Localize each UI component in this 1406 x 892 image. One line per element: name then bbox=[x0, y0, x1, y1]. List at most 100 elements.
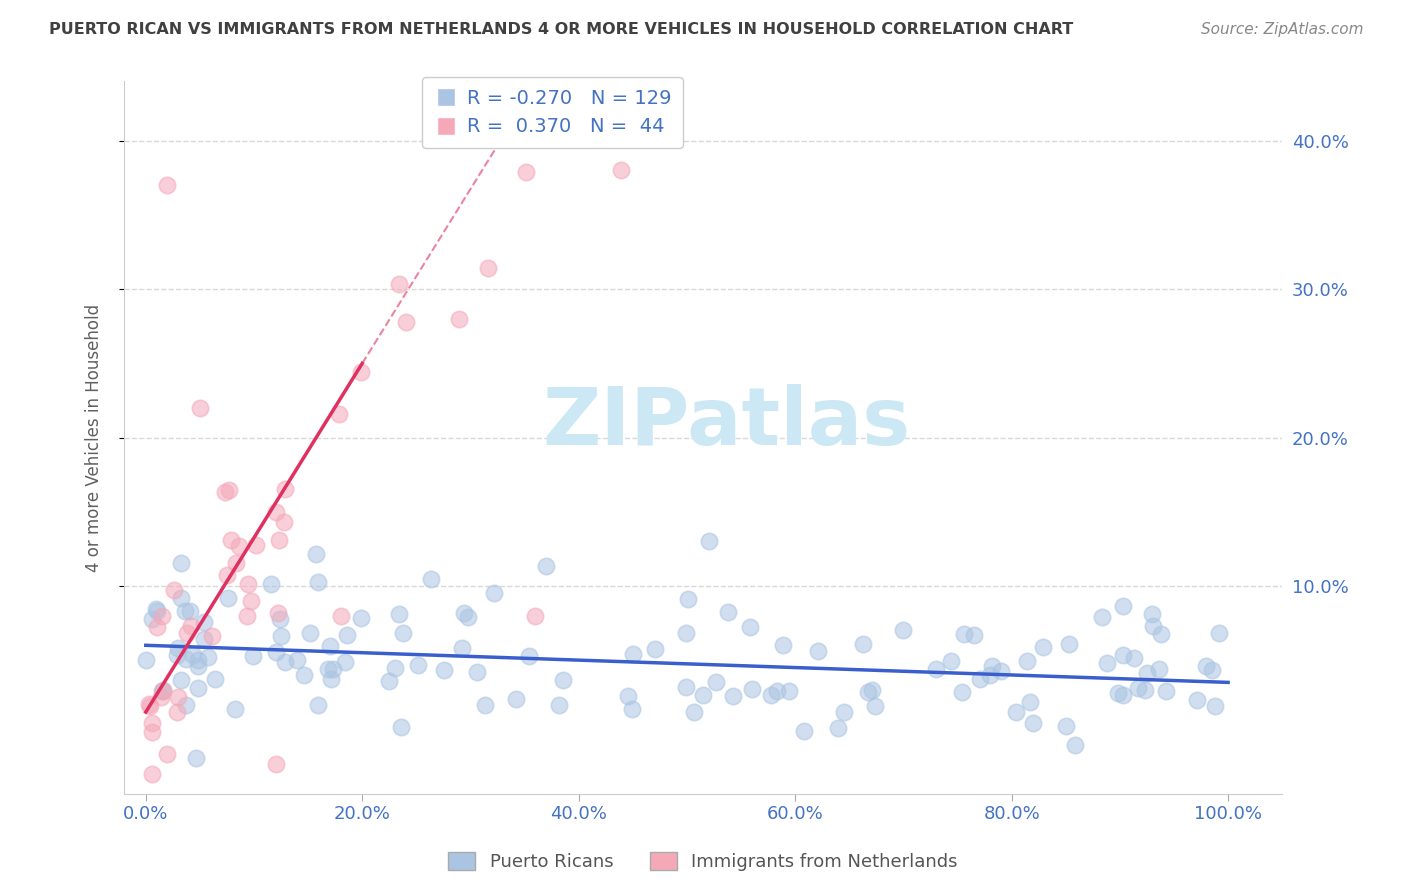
Point bbox=[187, 653, 209, 667]
Point bbox=[384, 660, 406, 674]
Point bbox=[176, 698, 198, 713]
Point bbox=[170, 591, 193, 606]
Point bbox=[1054, 719, 1077, 733]
Point bbox=[856, 685, 879, 699]
Point bbox=[163, 582, 186, 597]
Point bbox=[534, 558, 557, 573]
Point bbox=[170, 673, 193, 687]
Point bbox=[765, 684, 787, 698]
Point bbox=[184, 750, 207, 764]
Point bbox=[778, 684, 800, 698]
Point bbox=[772, 638, 794, 652]
Point bbox=[150, 608, 173, 623]
Point bbox=[197, 650, 219, 665]
Point bbox=[316, 663, 339, 677]
Point bbox=[214, 485, 236, 500]
Point bbox=[201, 629, 224, 643]
Point bbox=[218, 483, 240, 498]
Point bbox=[235, 609, 257, 624]
Point bbox=[1090, 609, 1112, 624]
Point bbox=[477, 261, 499, 276]
Point bbox=[1112, 648, 1135, 662]
Point bbox=[704, 674, 727, 689]
Text: ZIPatlas: ZIPatlas bbox=[543, 384, 911, 462]
Point bbox=[925, 662, 948, 676]
Point bbox=[239, 594, 262, 608]
Point bbox=[245, 538, 267, 552]
Point bbox=[515, 165, 537, 179]
Point bbox=[950, 685, 973, 699]
Point bbox=[723, 689, 745, 703]
Point bbox=[505, 691, 527, 706]
Point bbox=[307, 575, 329, 590]
Point bbox=[759, 688, 782, 702]
Point bbox=[141, 612, 163, 626]
Point bbox=[307, 698, 329, 713]
Point bbox=[1123, 651, 1146, 665]
Point bbox=[145, 602, 167, 616]
Point bbox=[683, 706, 706, 720]
Point bbox=[852, 636, 875, 650]
Point bbox=[1149, 662, 1171, 676]
Point bbox=[453, 607, 475, 621]
Point bbox=[450, 640, 472, 655]
Point bbox=[336, 628, 359, 642]
Point bbox=[274, 655, 297, 669]
Point bbox=[187, 681, 209, 695]
Point bbox=[1140, 607, 1163, 621]
Point bbox=[1195, 659, 1218, 673]
Point bbox=[188, 401, 211, 415]
Point bbox=[166, 705, 188, 719]
Point bbox=[146, 604, 169, 618]
Point bbox=[465, 665, 488, 680]
Point bbox=[150, 684, 173, 698]
Point bbox=[697, 534, 720, 549]
Point bbox=[305, 547, 328, 561]
Point bbox=[264, 645, 287, 659]
Point bbox=[553, 673, 575, 687]
Y-axis label: 4 or more Vehicles in Household: 4 or more Vehicles in Household bbox=[86, 303, 103, 572]
Point bbox=[891, 623, 914, 637]
Point bbox=[1017, 654, 1039, 668]
Point bbox=[322, 662, 344, 676]
Point bbox=[1112, 688, 1135, 702]
Legend: R = -0.270   N = 129, R =  0.370   N =  44: R = -0.270 N = 129, R = 0.370 N = 44 bbox=[422, 77, 683, 148]
Point bbox=[170, 556, 193, 570]
Point bbox=[176, 626, 198, 640]
Point bbox=[1112, 599, 1135, 613]
Point bbox=[406, 658, 429, 673]
Point bbox=[1204, 699, 1226, 714]
Point bbox=[981, 658, 1004, 673]
Point bbox=[716, 605, 738, 619]
Point bbox=[174, 604, 197, 618]
Point bbox=[350, 611, 373, 625]
Point bbox=[524, 608, 547, 623]
Point bbox=[1133, 682, 1156, 697]
Point bbox=[1142, 618, 1164, 632]
Point bbox=[145, 620, 167, 634]
Point bbox=[179, 604, 201, 618]
Point bbox=[548, 698, 571, 713]
Point bbox=[675, 680, 697, 694]
Point bbox=[392, 626, 415, 640]
Point bbox=[204, 673, 226, 687]
Point bbox=[152, 683, 174, 698]
Point bbox=[1022, 716, 1045, 731]
Point bbox=[388, 277, 411, 291]
Point bbox=[193, 632, 215, 647]
Point bbox=[740, 620, 762, 634]
Point bbox=[616, 689, 638, 703]
Point bbox=[676, 591, 699, 606]
Point bbox=[149, 690, 172, 705]
Point bbox=[217, 591, 239, 605]
Point bbox=[242, 649, 264, 664]
Point bbox=[167, 640, 190, 655]
Point bbox=[969, 672, 991, 686]
Point bbox=[166, 648, 188, 663]
Point bbox=[389, 720, 412, 734]
Point bbox=[941, 654, 963, 668]
Point bbox=[350, 365, 373, 379]
Point bbox=[474, 698, 496, 712]
Point bbox=[863, 698, 886, 713]
Point bbox=[1019, 695, 1042, 709]
